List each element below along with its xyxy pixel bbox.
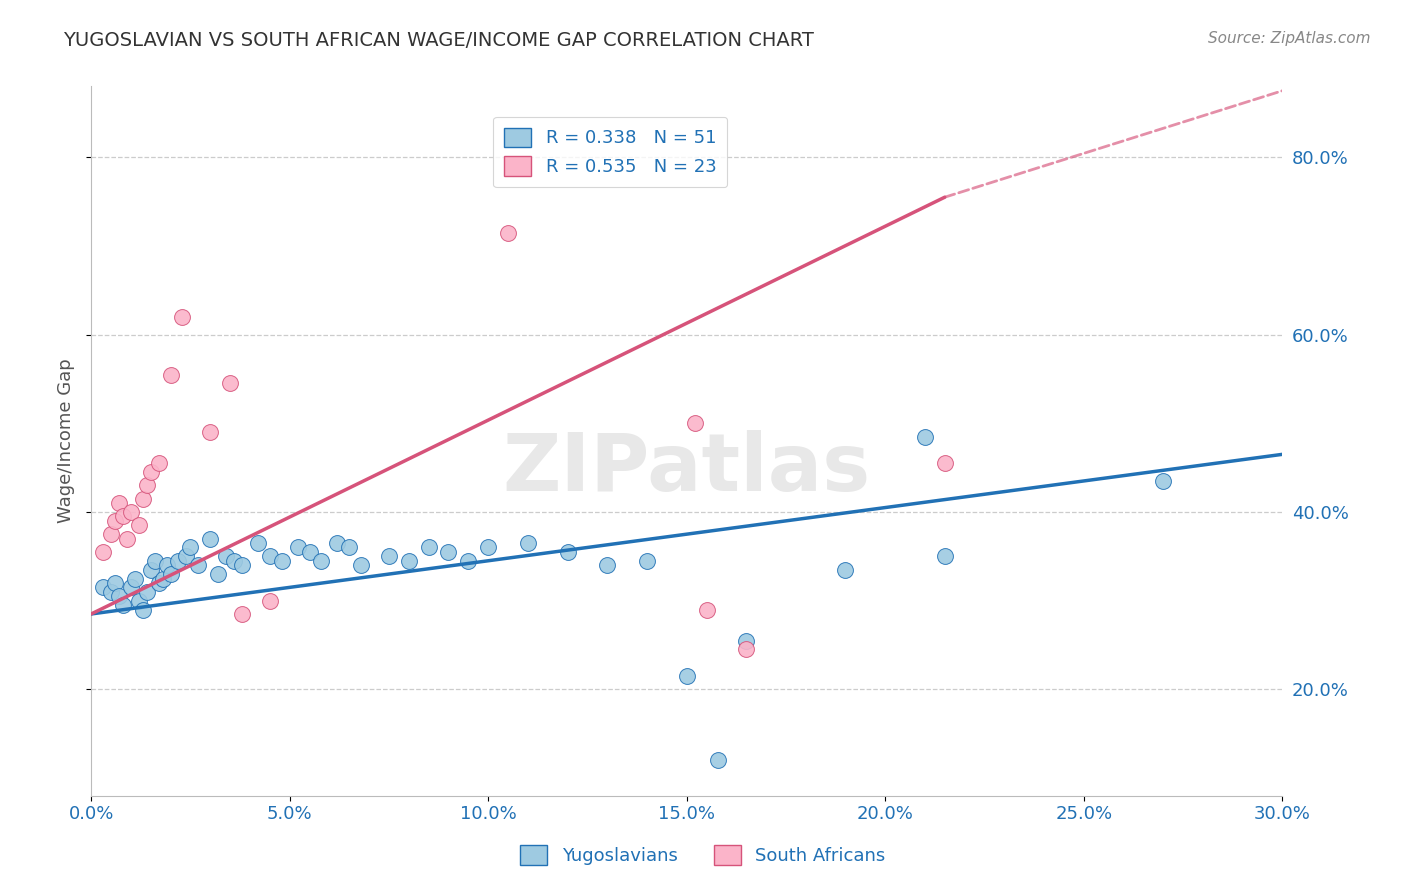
Point — [596, 558, 619, 573]
Point — [437, 545, 460, 559]
Point — [100, 584, 122, 599]
Legend: Yugoslavians, South Africans: Yugoslavians, South Africans — [513, 838, 893, 872]
Point — [350, 558, 373, 573]
Point — [683, 417, 706, 431]
Point — [91, 545, 114, 559]
Point — [1152, 474, 1174, 488]
Point — [326, 536, 349, 550]
Point — [124, 572, 146, 586]
Point — [496, 226, 519, 240]
Point — [200, 532, 222, 546]
Point — [215, 549, 238, 564]
Point — [104, 576, 127, 591]
Point — [120, 580, 142, 594]
Text: Source: ZipAtlas.com: Source: ZipAtlas.com — [1208, 31, 1371, 46]
Point — [139, 465, 162, 479]
Point — [298, 545, 321, 559]
Point — [139, 563, 162, 577]
Point — [143, 554, 166, 568]
Point — [934, 456, 956, 470]
Point — [179, 541, 201, 555]
Point — [259, 593, 281, 607]
Point — [159, 368, 181, 382]
Point — [287, 541, 309, 555]
Point — [457, 554, 479, 568]
Point — [378, 549, 401, 564]
Point — [148, 456, 170, 470]
Point — [398, 554, 420, 568]
Point — [172, 310, 194, 324]
Point — [120, 505, 142, 519]
Point — [135, 478, 157, 492]
Point — [148, 576, 170, 591]
Point — [735, 642, 758, 657]
Point — [337, 541, 360, 555]
Point — [246, 536, 269, 550]
Point — [128, 518, 150, 533]
Point — [100, 527, 122, 541]
Point — [152, 572, 174, 586]
Point — [914, 429, 936, 443]
Point — [219, 376, 242, 391]
Point — [477, 541, 499, 555]
Point — [259, 549, 281, 564]
Point — [231, 607, 253, 621]
Point — [108, 589, 131, 603]
Point — [311, 554, 333, 568]
Point — [707, 753, 730, 767]
Point — [418, 541, 440, 555]
Point — [557, 545, 579, 559]
Text: ZIPatlas: ZIPatlas — [502, 431, 870, 508]
Point — [270, 554, 292, 568]
Point — [516, 536, 538, 550]
Point — [115, 532, 138, 546]
Point — [834, 563, 856, 577]
Point — [128, 593, 150, 607]
Y-axis label: Wage/Income Gap: Wage/Income Gap — [58, 359, 75, 524]
Point — [111, 509, 134, 524]
Point — [222, 554, 245, 568]
Point — [187, 558, 209, 573]
Legend: R = 0.338   N = 51, R = 0.535   N = 23: R = 0.338 N = 51, R = 0.535 N = 23 — [494, 117, 727, 187]
Text: YUGOSLAVIAN VS SOUTH AFRICAN WAGE/INCOME GAP CORRELATION CHART: YUGOSLAVIAN VS SOUTH AFRICAN WAGE/INCOME… — [63, 31, 814, 50]
Point — [231, 558, 253, 573]
Point — [696, 602, 718, 616]
Point — [159, 567, 181, 582]
Point — [934, 549, 956, 564]
Point — [132, 491, 155, 506]
Point — [111, 598, 134, 612]
Point — [167, 554, 190, 568]
Point — [108, 496, 131, 510]
Point — [207, 567, 229, 582]
Point — [135, 584, 157, 599]
Point — [104, 514, 127, 528]
Point — [176, 549, 198, 564]
Point — [675, 669, 697, 683]
Point — [735, 633, 758, 648]
Point — [132, 602, 155, 616]
Point — [155, 558, 177, 573]
Point — [200, 425, 222, 440]
Point — [636, 554, 658, 568]
Point — [91, 580, 114, 594]
